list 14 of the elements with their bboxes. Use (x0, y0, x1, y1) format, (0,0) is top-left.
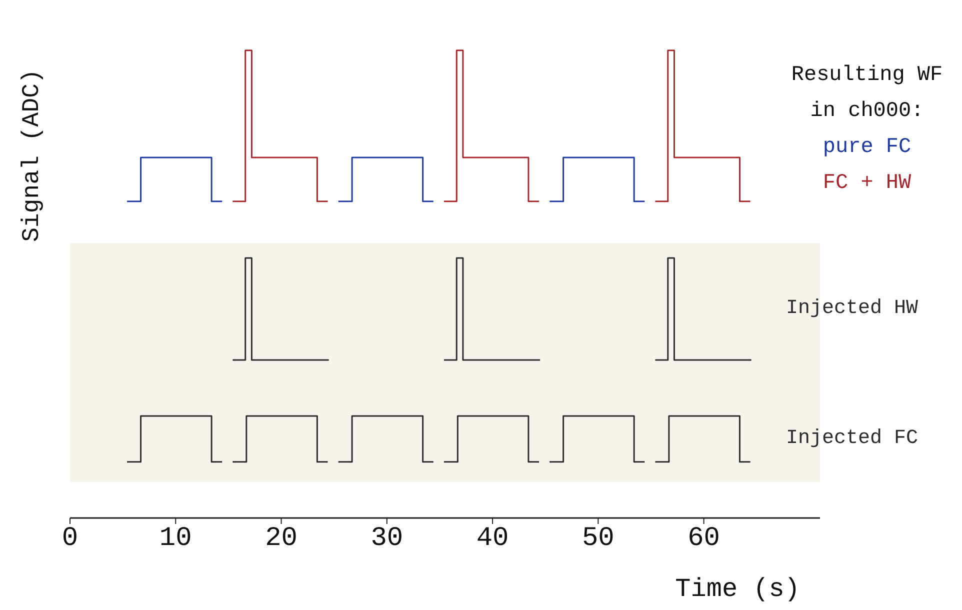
text: Injected HW (786, 296, 918, 322)
x-tick-label: 30 (370, 524, 404, 554)
x-tick-label: 60 (688, 524, 720, 554)
x-tick-label: 10 (159, 524, 192, 554)
x-tick-label: 50 (582, 524, 614, 554)
x-axis-title: Time (s) (675, 574, 800, 604)
x-tick-label: 0 (62, 524, 78, 554)
annotation: Resulting WF in ch000: (790, 63, 944, 125)
text: FC + HW (822, 171, 912, 197)
y-axis-title: Signal (ADC) (18, 68, 46, 242)
x-tick-label: 40 (476, 524, 509, 554)
text: pure FC (822, 135, 912, 161)
series-label: Injected FC (786, 426, 918, 452)
x-tick-label: 20 (265, 524, 298, 554)
